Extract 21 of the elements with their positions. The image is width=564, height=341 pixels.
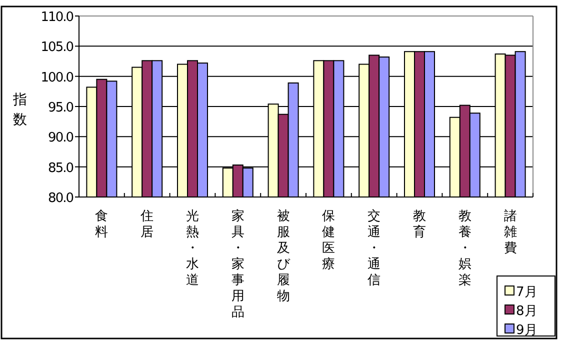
x-tick-label: 諸雑費 (504, 209, 517, 256)
x-tick-label: 交通・通信 (368, 208, 381, 288)
y-tick-label: 95.0 (48, 100, 74, 116)
y-tick-label: 100.0 (40, 70, 74, 86)
x-tick-label: 家具・家事用品 (231, 208, 244, 320)
y-tick-label: 110.0 (40, 10, 74, 25)
x-tick-label: 教育 (413, 209, 426, 240)
legend-label: 8月 (516, 304, 538, 319)
legend-label: 9月 (516, 323, 538, 338)
x-tick-label: 食料 (95, 209, 108, 240)
x-tick-label: 光熱・水道 (186, 209, 199, 288)
x-tick-label: 教養・娯楽 (458, 209, 472, 288)
legend-label: 7月 (516, 285, 538, 300)
y-tick-label: 80.0 (48, 191, 74, 206)
y-tick-label: 90.0 (48, 130, 74, 146)
y-tick-label: 105.0 (40, 40, 74, 56)
y-axis-title: 指数 (12, 92, 27, 128)
x-tick-label: 住居 (140, 209, 154, 240)
x-tick-label: 被服及び履物 (276, 209, 291, 304)
y-tick-label: 85.0 (48, 160, 74, 176)
x-tick-label: 保健医療 (322, 209, 336, 272)
